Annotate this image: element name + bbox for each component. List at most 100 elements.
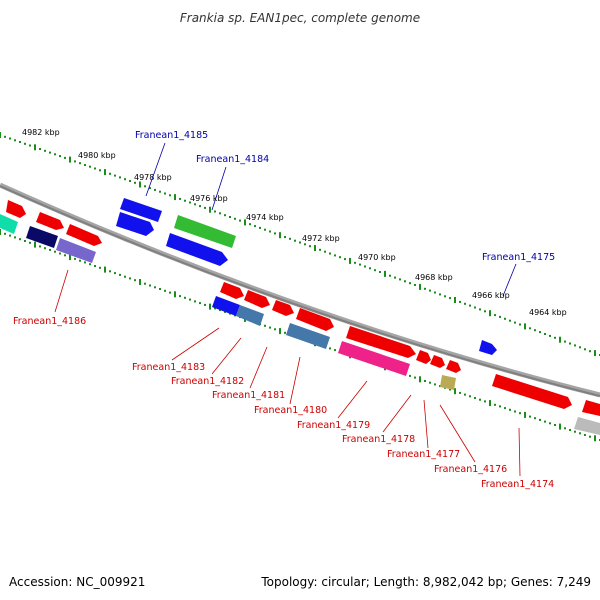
minor-tick bbox=[549, 422, 551, 425]
gene-Franean1_4180[interactable] bbox=[286, 323, 330, 349]
gene-arrow[interactable] bbox=[296, 308, 334, 331]
gene-arrow[interactable] bbox=[36, 212, 64, 230]
kbp-label: 4974 kbp bbox=[246, 213, 284, 222]
minor-tick bbox=[464, 302, 466, 305]
minor-tick bbox=[119, 273, 121, 276]
minor-tick bbox=[84, 261, 86, 264]
gene-arrow[interactable] bbox=[446, 360, 461, 373]
minor-tick bbox=[414, 376, 416, 379]
minor-tick bbox=[469, 395, 471, 398]
minor-tick bbox=[449, 388, 451, 391]
minor-tick bbox=[189, 298, 191, 301]
gene-Franean1_4179[interactable] bbox=[338, 341, 410, 376]
minor-tick bbox=[99, 169, 101, 172]
gene-label[interactable]: Franean1_4176 bbox=[434, 464, 507, 475]
minor-tick bbox=[439, 385, 441, 388]
gene-Franean1_4176[interactable] bbox=[440, 375, 456, 390]
minor-tick bbox=[254, 225, 256, 228]
minor-tick bbox=[544, 333, 546, 335]
minor-tick bbox=[159, 190, 161, 193]
gene-Franean1_4182[interactable] bbox=[236, 305, 264, 326]
minor-tick bbox=[514, 410, 516, 413]
gene-Franean1_4184[interactable] bbox=[174, 215, 236, 248]
kbp-label: 4980 kbp bbox=[78, 151, 116, 160]
minor-tick bbox=[169, 291, 171, 294]
gene-label[interactable]: Franean1_4175 bbox=[482, 252, 555, 263]
minor-tick bbox=[39, 148, 41, 150]
minor-tick bbox=[564, 427, 566, 430]
minor-tick bbox=[19, 141, 21, 143]
gene-arrow[interactable] bbox=[66, 224, 102, 246]
gene-arrow[interactable] bbox=[116, 212, 154, 236]
minor-tick bbox=[24, 142, 26, 145]
gene-label[interactable]: Franean1_4184 bbox=[196, 154, 269, 165]
gene-label[interactable]: Franean1_4180 bbox=[254, 405, 327, 416]
minor-tick bbox=[214, 210, 216, 213]
gene-Franean1_4185[interactable] bbox=[120, 198, 162, 222]
gene-arrow[interactable] bbox=[220, 282, 244, 299]
minor-tick bbox=[499, 405, 501, 408]
major-tick bbox=[104, 169, 106, 176]
minor-tick bbox=[339, 256, 341, 259]
minor-tick bbox=[9, 137, 11, 140]
minor-tick bbox=[274, 232, 276, 235]
gene-Franean1_4186[interactable] bbox=[56, 238, 96, 263]
minor-tick bbox=[434, 291, 436, 294]
gene-Franean1_4178[interactable] bbox=[416, 350, 431, 364]
minor-tick bbox=[299, 241, 301, 244]
gene-label[interactable]: Franean1_4181 bbox=[212, 390, 285, 401]
minor-tick bbox=[19, 238, 21, 241]
minor-tick bbox=[109, 270, 111, 273]
minor-tick bbox=[134, 279, 136, 282]
minor-tick bbox=[134, 181, 136, 184]
minor-tick bbox=[564, 340, 566, 343]
gene-label[interactable]: Franean1_4186 bbox=[13, 316, 86, 327]
minor-tick bbox=[99, 266, 101, 269]
gene-label[interactable]: Franean1_4174 bbox=[481, 479, 554, 490]
gene-label[interactable]: Franean1_4182 bbox=[171, 376, 244, 387]
gene-label[interactable]: Franean1_4177 bbox=[387, 449, 460, 460]
major-tick bbox=[139, 181, 141, 188]
gene-arrow[interactable] bbox=[244, 290, 270, 308]
gene-label[interactable]: Franean1_4178 bbox=[342, 434, 415, 445]
gene-Franean1_4175[interactable] bbox=[479, 340, 497, 355]
minor-tick bbox=[29, 144, 31, 147]
minor-tick bbox=[64, 254, 66, 257]
minor-tick bbox=[304, 243, 306, 246]
minor-tick bbox=[574, 430, 576, 433]
gene-arrow[interactable] bbox=[574, 417, 600, 435]
gene-arrow[interactable] bbox=[346, 326, 416, 358]
genome-title: Frankia sp. EAN1pec, complete genome bbox=[180, 11, 420, 25]
gene-arrow[interactable] bbox=[0, 214, 18, 234]
major-tick bbox=[209, 206, 211, 213]
minor-tick bbox=[184, 296, 186, 299]
gene-Franean1_4177[interactable] bbox=[430, 355, 445, 368]
minor-tick bbox=[479, 398, 481, 401]
gene-arrow[interactable] bbox=[272, 300, 294, 316]
gene-label[interactable]: Franean1_4183 bbox=[132, 362, 205, 373]
gene-arrow[interactable] bbox=[166, 233, 228, 266]
gene-Franean1_4183[interactable] bbox=[212, 296, 240, 316]
minor-tick bbox=[4, 232, 6, 235]
gene-arrow[interactable] bbox=[6, 200, 26, 218]
minor-tick bbox=[479, 308, 481, 311]
gene-label[interactable]: Franean1_4185 bbox=[135, 130, 208, 141]
gene-arrow[interactable] bbox=[26, 226, 58, 248]
gene-label[interactable]: Franean1_4179 bbox=[297, 420, 370, 431]
gene-arrow[interactable] bbox=[582, 400, 600, 416]
gene-Franean1_4174[interactable] bbox=[492, 374, 572, 409]
major-tick bbox=[524, 323, 526, 330]
minor-tick bbox=[144, 185, 146, 188]
major-tick bbox=[279, 232, 281, 239]
minor-tick bbox=[494, 314, 496, 317]
major-tick bbox=[314, 245, 316, 251]
minor-tick bbox=[194, 203, 196, 206]
minor-tick bbox=[574, 344, 576, 347]
gene-labels: Franean1_4185 Franean1_4184 Franean1_417… bbox=[13, 130, 555, 490]
minor-tick bbox=[164, 289, 166, 292]
minor-tick bbox=[284, 236, 286, 238]
minor-tick bbox=[504, 407, 506, 410]
major-tick bbox=[139, 279, 141, 285]
minor-tick bbox=[579, 346, 581, 349]
